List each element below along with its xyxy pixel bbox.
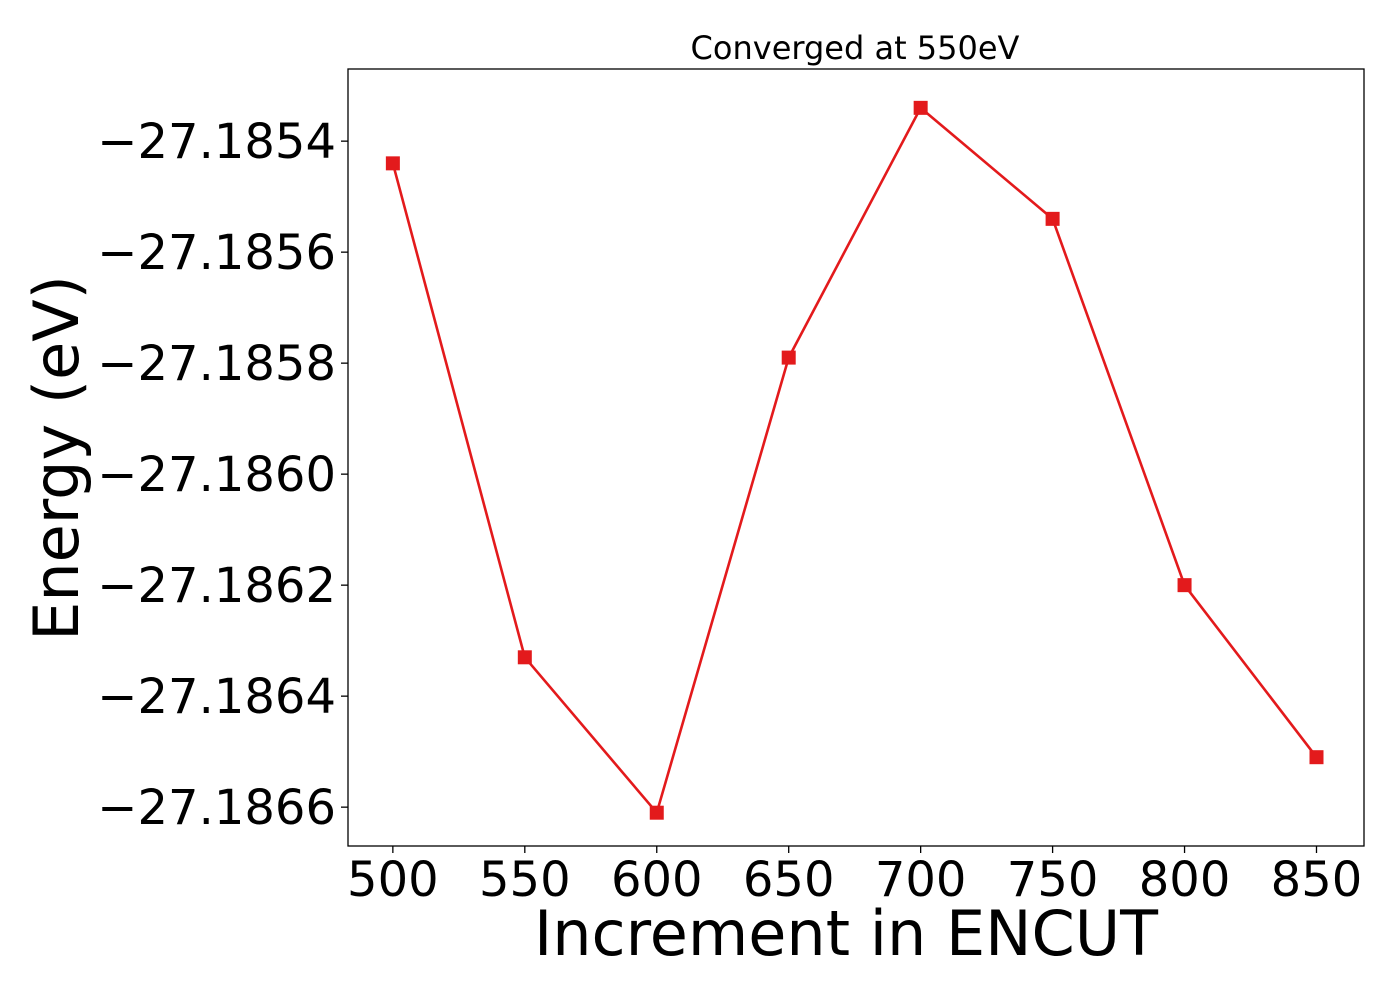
data-point-marker xyxy=(386,156,400,170)
y-tick-label: −27.1856 xyxy=(97,225,336,281)
data-point-marker xyxy=(782,351,796,365)
series-layer xyxy=(386,101,1324,820)
chart-title: Converged at 550eV xyxy=(691,29,1020,67)
data-point-marker xyxy=(1309,750,1323,764)
data-point-marker xyxy=(518,650,532,664)
data-point-marker xyxy=(650,806,664,820)
y-tick-label: −27.1854 xyxy=(97,114,336,170)
x-tick-label: 500 xyxy=(347,852,439,908)
y-tick-label: −27.1862 xyxy=(97,558,336,614)
y-tick-label: −27.1864 xyxy=(97,669,336,725)
y-tick-label: −27.1860 xyxy=(97,447,336,503)
plot-frame xyxy=(348,69,1364,846)
y-tick-label: −27.1866 xyxy=(97,780,336,836)
data-point-marker xyxy=(1046,212,1060,226)
y-axis-label: Energy (eV) xyxy=(20,275,93,641)
y-axis-ticks: −27.1854 −27.1856 −27.1858 −27.1860 −27.1862… xyxy=(97,114,348,836)
data-point-marker xyxy=(914,101,928,115)
data-point-marker xyxy=(1178,578,1192,592)
x-axis-label: Increment in ENCUT xyxy=(534,897,1159,970)
y-tick-label: −27.1858 xyxy=(97,336,336,392)
x-tick-label: 850 xyxy=(1271,852,1363,908)
series-line xyxy=(393,108,1317,813)
